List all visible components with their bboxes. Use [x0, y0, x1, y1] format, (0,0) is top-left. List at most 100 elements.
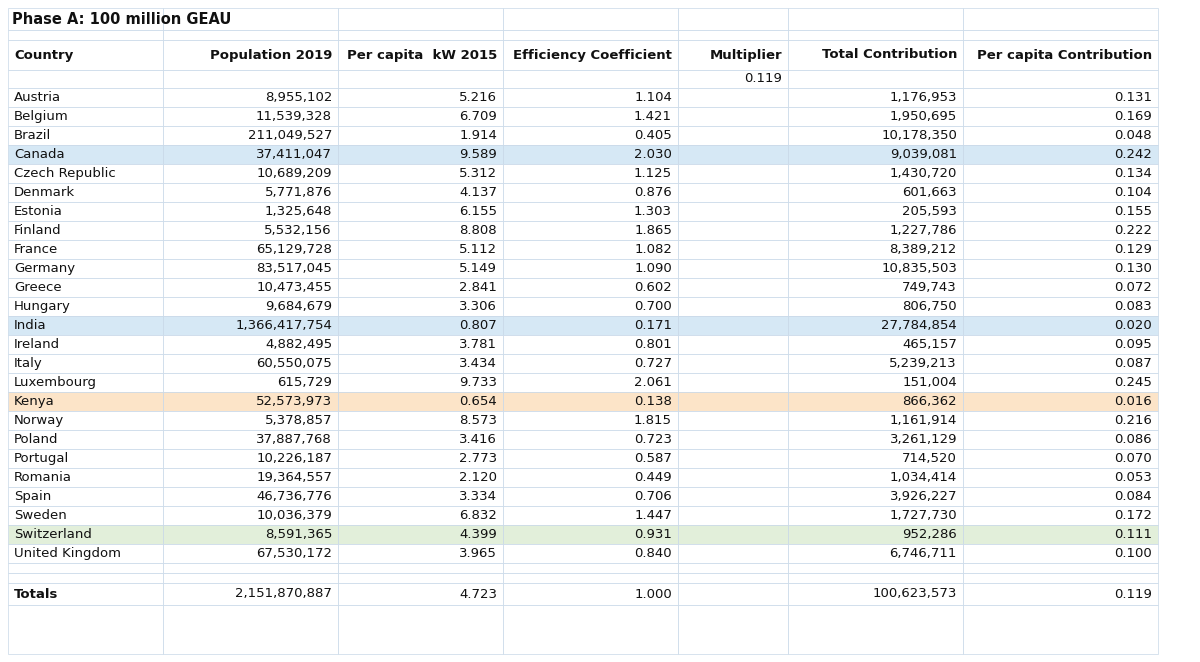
Text: 2.773: 2.773 — [458, 452, 497, 465]
Bar — [964, 202, 1158, 221]
Bar — [503, 126, 678, 145]
Bar — [163, 278, 338, 297]
Bar — [788, 392, 964, 411]
Bar — [338, 88, 503, 107]
Text: Kenya: Kenya — [14, 395, 55, 408]
Text: Germany: Germany — [14, 262, 76, 275]
Bar — [788, 430, 964, 449]
Bar — [678, 30, 788, 40]
Bar — [678, 107, 788, 126]
Bar — [788, 605, 964, 654]
Text: United Kingdom: United Kingdom — [14, 547, 121, 560]
Bar — [678, 605, 788, 654]
Bar — [8, 70, 163, 88]
Bar — [503, 392, 678, 411]
Bar — [163, 88, 338, 107]
Bar — [788, 335, 964, 354]
Bar — [788, 259, 964, 278]
Bar — [8, 392, 163, 411]
Bar — [964, 525, 1158, 544]
Bar — [788, 88, 964, 107]
Text: 1,430,720: 1,430,720 — [889, 167, 958, 180]
Text: 3,926,227: 3,926,227 — [889, 490, 958, 503]
Text: 1.865: 1.865 — [634, 224, 672, 237]
Text: Canada: Canada — [14, 148, 65, 161]
Bar — [964, 411, 1158, 430]
Bar — [788, 145, 964, 164]
Text: 0.449: 0.449 — [635, 471, 672, 484]
Text: 5,378,857: 5,378,857 — [264, 414, 332, 427]
Text: 10,689,209: 10,689,209 — [257, 167, 332, 180]
Text: 0.084: 0.084 — [1115, 490, 1152, 503]
Text: 5,771,876: 5,771,876 — [264, 186, 332, 199]
Bar — [338, 373, 503, 392]
Bar — [8, 164, 163, 183]
Bar — [964, 563, 1158, 573]
Bar — [163, 126, 338, 145]
Text: 5,532,156: 5,532,156 — [264, 224, 332, 237]
Text: 0.111: 0.111 — [1114, 528, 1152, 541]
Text: Belgium: Belgium — [14, 110, 68, 123]
Text: 10,226,187: 10,226,187 — [256, 452, 332, 465]
Bar — [8, 487, 163, 506]
Text: 60,550,075: 60,550,075 — [257, 357, 332, 370]
Bar — [338, 316, 503, 335]
Bar — [503, 316, 678, 335]
Bar — [503, 583, 678, 605]
Text: 6,746,711: 6,746,711 — [889, 547, 958, 560]
Bar — [788, 183, 964, 202]
Bar — [163, 221, 338, 240]
Bar — [678, 487, 788, 506]
Text: 151,004: 151,004 — [902, 376, 958, 389]
Bar — [503, 40, 678, 70]
Bar — [964, 70, 1158, 88]
Text: Efficiency Coefficient: Efficiency Coefficient — [514, 48, 672, 62]
Bar — [8, 563, 163, 573]
Text: 10,036,379: 10,036,379 — [257, 509, 332, 522]
Bar — [678, 468, 788, 487]
Text: 211,049,527: 211,049,527 — [247, 129, 332, 142]
Bar — [678, 278, 788, 297]
Bar — [788, 126, 964, 145]
Bar — [503, 183, 678, 202]
Text: 1,034,414: 1,034,414 — [889, 471, 958, 484]
Bar — [338, 544, 503, 563]
Bar — [163, 563, 338, 573]
Text: 0.723: 0.723 — [634, 433, 672, 446]
Bar — [964, 40, 1158, 70]
Bar — [163, 8, 338, 30]
Text: 5.112: 5.112 — [458, 243, 497, 256]
Bar — [503, 107, 678, 126]
Bar — [338, 164, 503, 183]
Text: Switzerland: Switzerland — [14, 528, 92, 541]
Bar — [964, 583, 1158, 605]
Bar — [678, 411, 788, 430]
Text: 6.832: 6.832 — [460, 509, 497, 522]
Text: 10,473,455: 10,473,455 — [256, 281, 332, 294]
Text: Country: Country — [14, 48, 73, 62]
Text: 749,743: 749,743 — [902, 281, 958, 294]
Bar — [163, 30, 338, 40]
Bar — [678, 392, 788, 411]
Text: 3.965: 3.965 — [460, 547, 497, 560]
Bar — [163, 145, 338, 164]
Bar — [788, 487, 964, 506]
Bar — [964, 126, 1158, 145]
Bar — [964, 164, 1158, 183]
Bar — [788, 573, 964, 583]
Bar — [8, 145, 163, 164]
Text: 0.048: 0.048 — [1115, 129, 1152, 142]
Text: 0.072: 0.072 — [1114, 281, 1152, 294]
Bar — [678, 525, 788, 544]
Bar — [8, 278, 163, 297]
Bar — [503, 573, 678, 583]
Text: Multiplier: Multiplier — [709, 48, 782, 62]
Bar — [678, 164, 788, 183]
Bar — [503, 297, 678, 316]
Text: 3.416: 3.416 — [460, 433, 497, 446]
Bar — [678, 145, 788, 164]
Bar — [788, 449, 964, 468]
Text: Denmark: Denmark — [14, 186, 76, 199]
Bar — [503, 525, 678, 544]
Text: 1.082: 1.082 — [634, 243, 672, 256]
